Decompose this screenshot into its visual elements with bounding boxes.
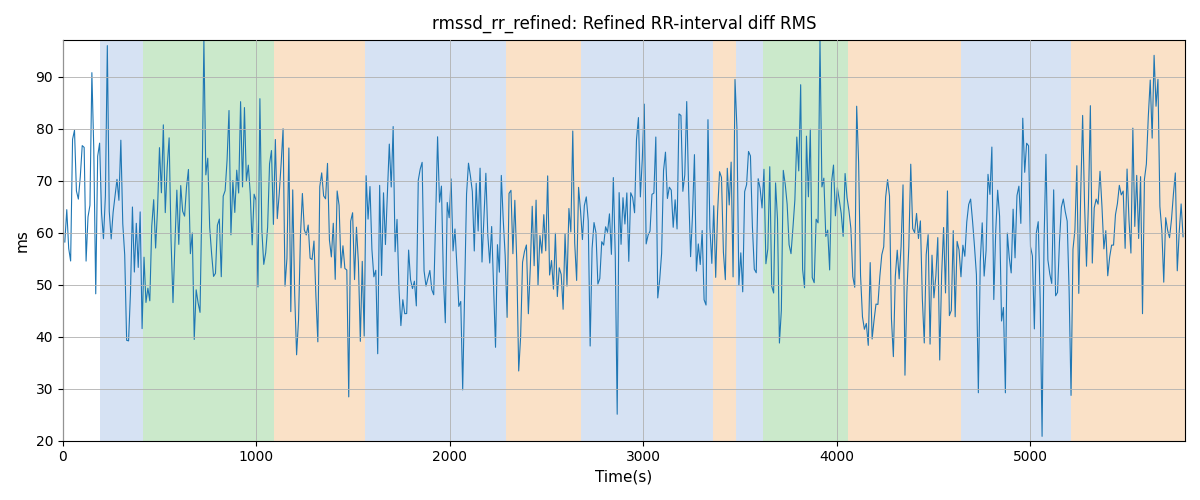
Title: rmssd_rr_refined: Refined RR-interval diff RMS: rmssd_rr_refined: Refined RR-interval di… xyxy=(432,15,816,34)
Bar xyxy=(736,40,763,440)
Bar xyxy=(100,40,143,440)
Bar xyxy=(581,40,713,440)
Bar xyxy=(143,40,274,440)
Bar xyxy=(1114,40,1186,440)
Bar xyxy=(763,40,848,440)
X-axis label: Time(s): Time(s) xyxy=(595,470,653,485)
Bar xyxy=(274,40,365,440)
Bar xyxy=(713,40,736,440)
Bar xyxy=(1070,40,1114,440)
Bar xyxy=(365,40,506,440)
Y-axis label: ms: ms xyxy=(16,229,30,252)
Bar xyxy=(848,40,960,440)
Bar xyxy=(506,40,581,440)
Bar xyxy=(960,40,1070,440)
